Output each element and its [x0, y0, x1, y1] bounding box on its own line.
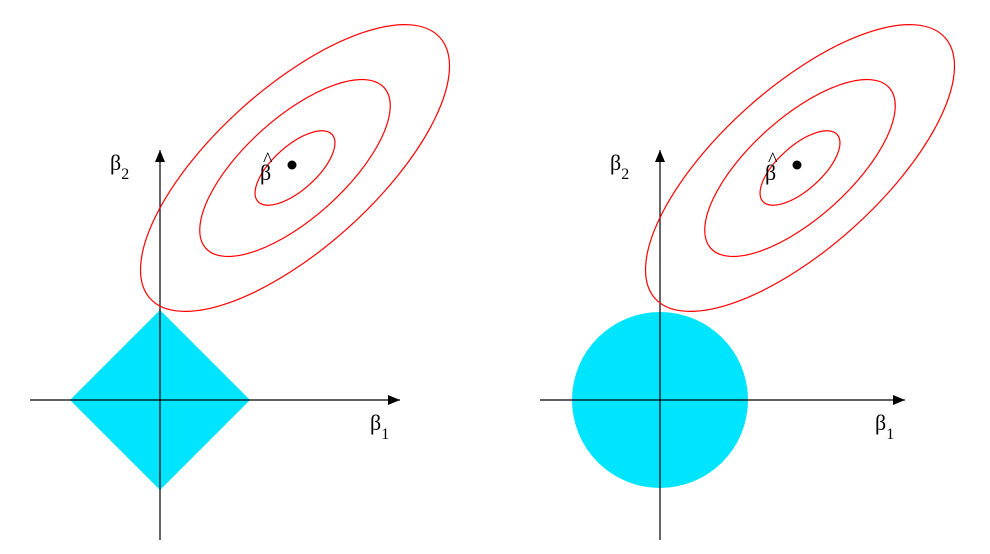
- right-beta2-label: β2: [610, 150, 629, 183]
- left-beta2-label: β2: [110, 150, 129, 183]
- regularization-diagram: β1 β2 ^β β1 β2 ^β: [0, 0, 990, 554]
- left-beta-hat-label: ^β: [260, 149, 273, 185]
- left-contours-level-2: [97, 0, 494, 358]
- left-panel: [30, 0, 493, 540]
- svg-text:β: β: [260, 160, 271, 185]
- left-contours: [97, 0, 494, 358]
- right-panel: [540, 0, 990, 540]
- svg-text:β: β: [765, 160, 776, 185]
- right-beta-hat-label: ^β: [765, 149, 778, 185]
- right-beta1-label: β1: [875, 410, 894, 443]
- left-beta-hat-point: [288, 161, 297, 170]
- right-beta-hat-point: [793, 161, 802, 170]
- left-beta1-label: β1: [370, 410, 389, 443]
